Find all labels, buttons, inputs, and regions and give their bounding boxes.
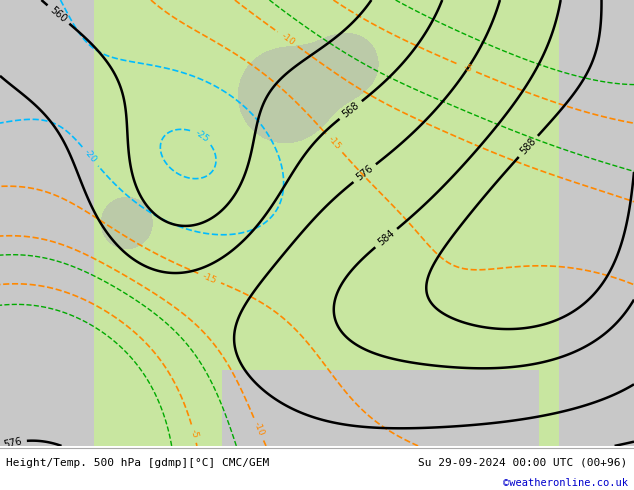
Text: 584: 584: [376, 228, 396, 248]
Text: -15: -15: [201, 271, 218, 285]
Text: -20: -20: [82, 148, 98, 165]
Text: 576: 576: [3, 436, 23, 450]
Text: ©weatheronline.co.uk: ©weatheronline.co.uk: [503, 478, 628, 489]
Text: 576: 576: [354, 164, 375, 183]
Text: 568: 568: [340, 100, 361, 120]
Text: -10: -10: [279, 31, 296, 47]
Text: Height/Temp. 500 hPa [gdmp][°C] CMC/GEM: Height/Temp. 500 hPa [gdmp][°C] CMC/GEM: [6, 458, 269, 467]
Text: -25: -25: [193, 128, 210, 144]
Text: 588: 588: [519, 136, 538, 157]
Text: 560: 560: [48, 5, 68, 24]
Text: Su 29-09-2024 00:00 UTC (00+96): Su 29-09-2024 00:00 UTC (00+96): [418, 458, 628, 467]
Text: -5: -5: [188, 428, 200, 439]
Text: -10: -10: [252, 420, 266, 438]
Text: -5: -5: [462, 62, 473, 74]
Text: -15: -15: [326, 135, 342, 151]
